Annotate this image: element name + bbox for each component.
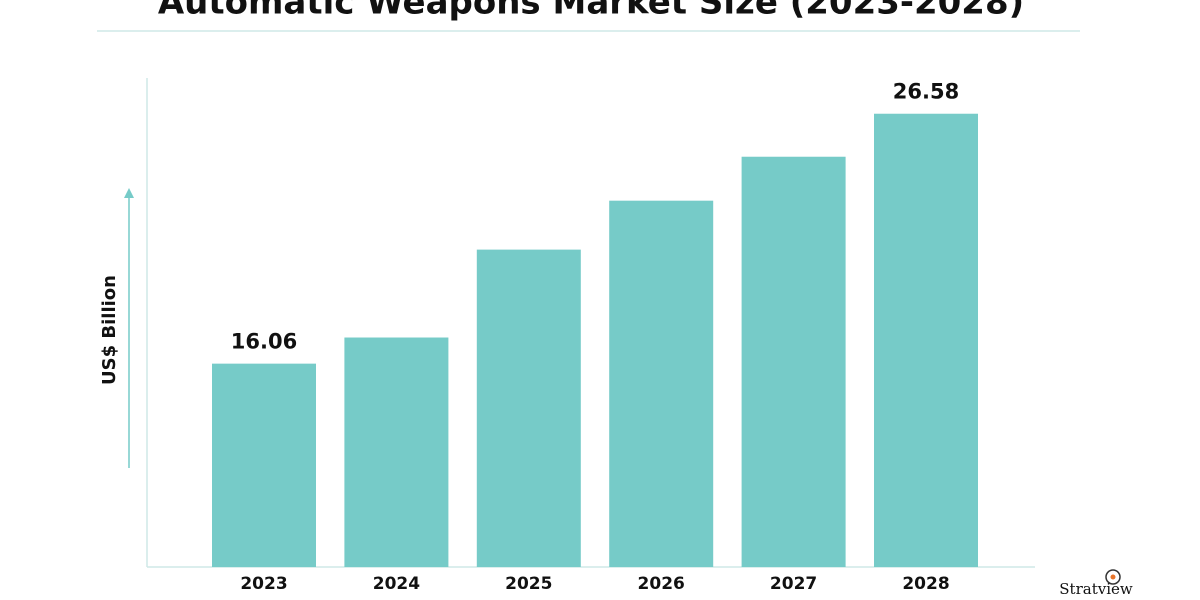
bar <box>741 156 846 568</box>
x-tick-label: 2027 <box>770 574 817 594</box>
logo-icon <box>1105 569 1121 585</box>
bar <box>609 200 714 567</box>
bar <box>476 249 581 567</box>
x-tick-label: 2028 <box>902 574 949 594</box>
bar <box>212 363 316 567</box>
bar <box>874 113 978 568</box>
x-tick-label: 2025 <box>505 574 552 594</box>
x-tick-label: 2024 <box>373 574 420 594</box>
bar <box>344 337 449 567</box>
y-axis-label: US$ Billion <box>99 275 120 385</box>
axis-arrow-head <box>124 188 134 198</box>
value-label: 16.06 <box>231 330 297 354</box>
x-tick-label: 2026 <box>638 574 685 594</box>
logo-dot <box>1110 574 1116 580</box>
x-tick-label: 2023 <box>240 574 287 594</box>
chart-title: Automatic Weapons Market Size (2023-2028… <box>158 0 1024 23</box>
brand-logo: Stratview <box>1059 580 1133 598</box>
value-label: 26.58 <box>893 80 959 104</box>
